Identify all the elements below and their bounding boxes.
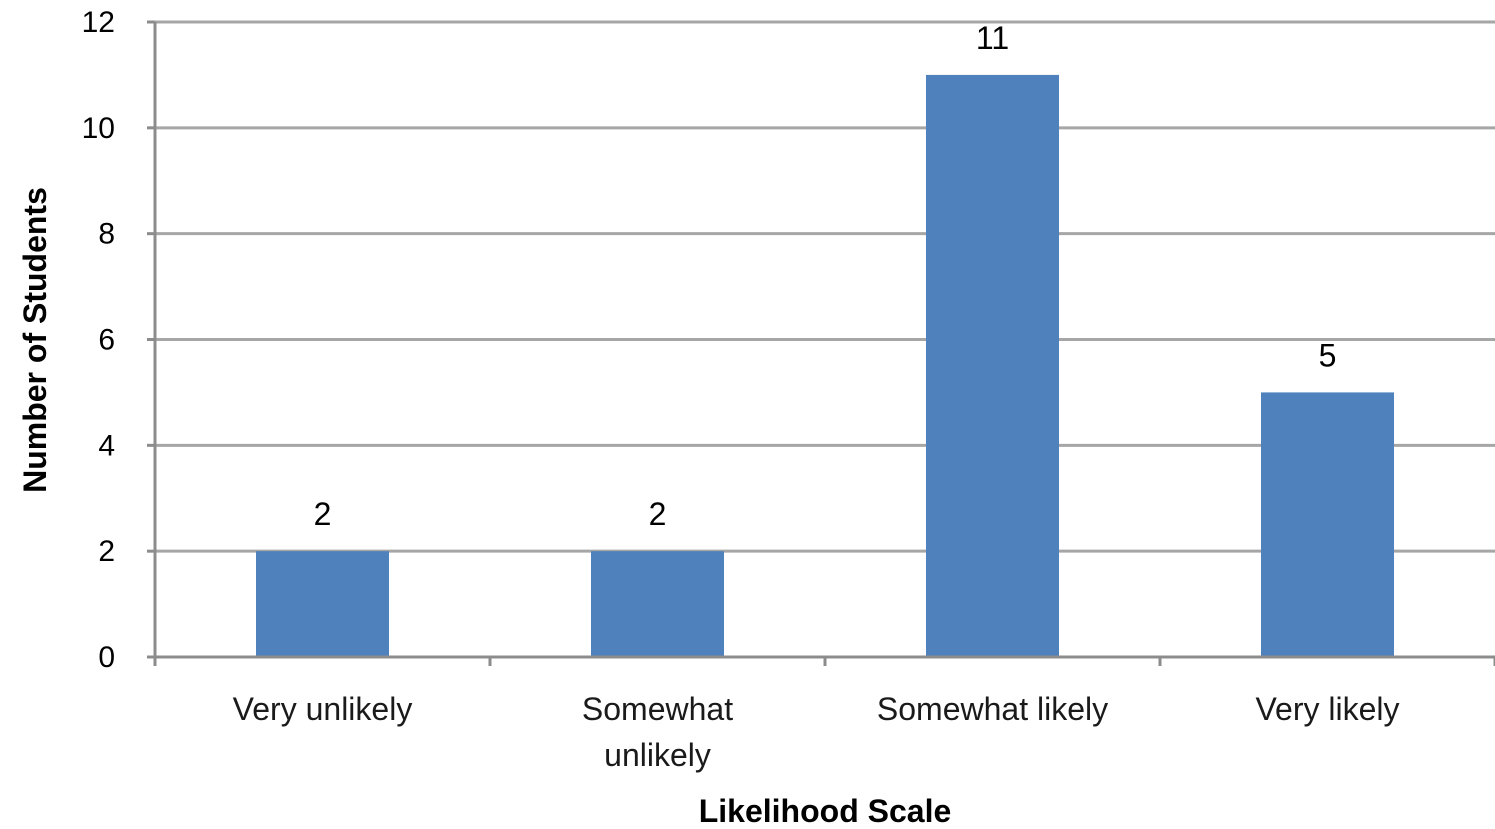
y-tick-label: 2 [98,535,115,568]
bar [926,74,1059,657]
y-tick-label: 4 [98,429,115,462]
data-label: 2 [649,496,667,532]
x-category-label: unlikely [604,737,711,773]
bar [256,551,389,657]
x-axis-title: Likelihood Scale [699,793,952,829]
y-tick-label: 0 [98,641,115,674]
bar [591,551,724,657]
labels: 0 2 4 6 8 10 12 2 Very unlikely 2 Somewhat unlikely… [82,6,1400,773]
data-label: 5 [1319,337,1337,373]
axes [147,20,1495,666]
x-category-label: Very unlikely [233,691,413,727]
data-label: 11 [976,20,1009,56]
y-axis-title: Number of Students [17,187,53,493]
data-label: 2 [314,496,332,532]
x-category-label: Somewhat likely [877,691,1108,727]
x-category-label: Somewhat [582,691,733,727]
x-category-label: Very likely [1255,691,1399,727]
y-tick-label: 8 [98,218,115,251]
bars [256,74,1394,657]
bar [1261,392,1394,657]
y-tick-label: 10 [82,112,115,145]
y-tick-label: 6 [98,324,115,357]
y-tick-label: 12 [82,6,115,39]
